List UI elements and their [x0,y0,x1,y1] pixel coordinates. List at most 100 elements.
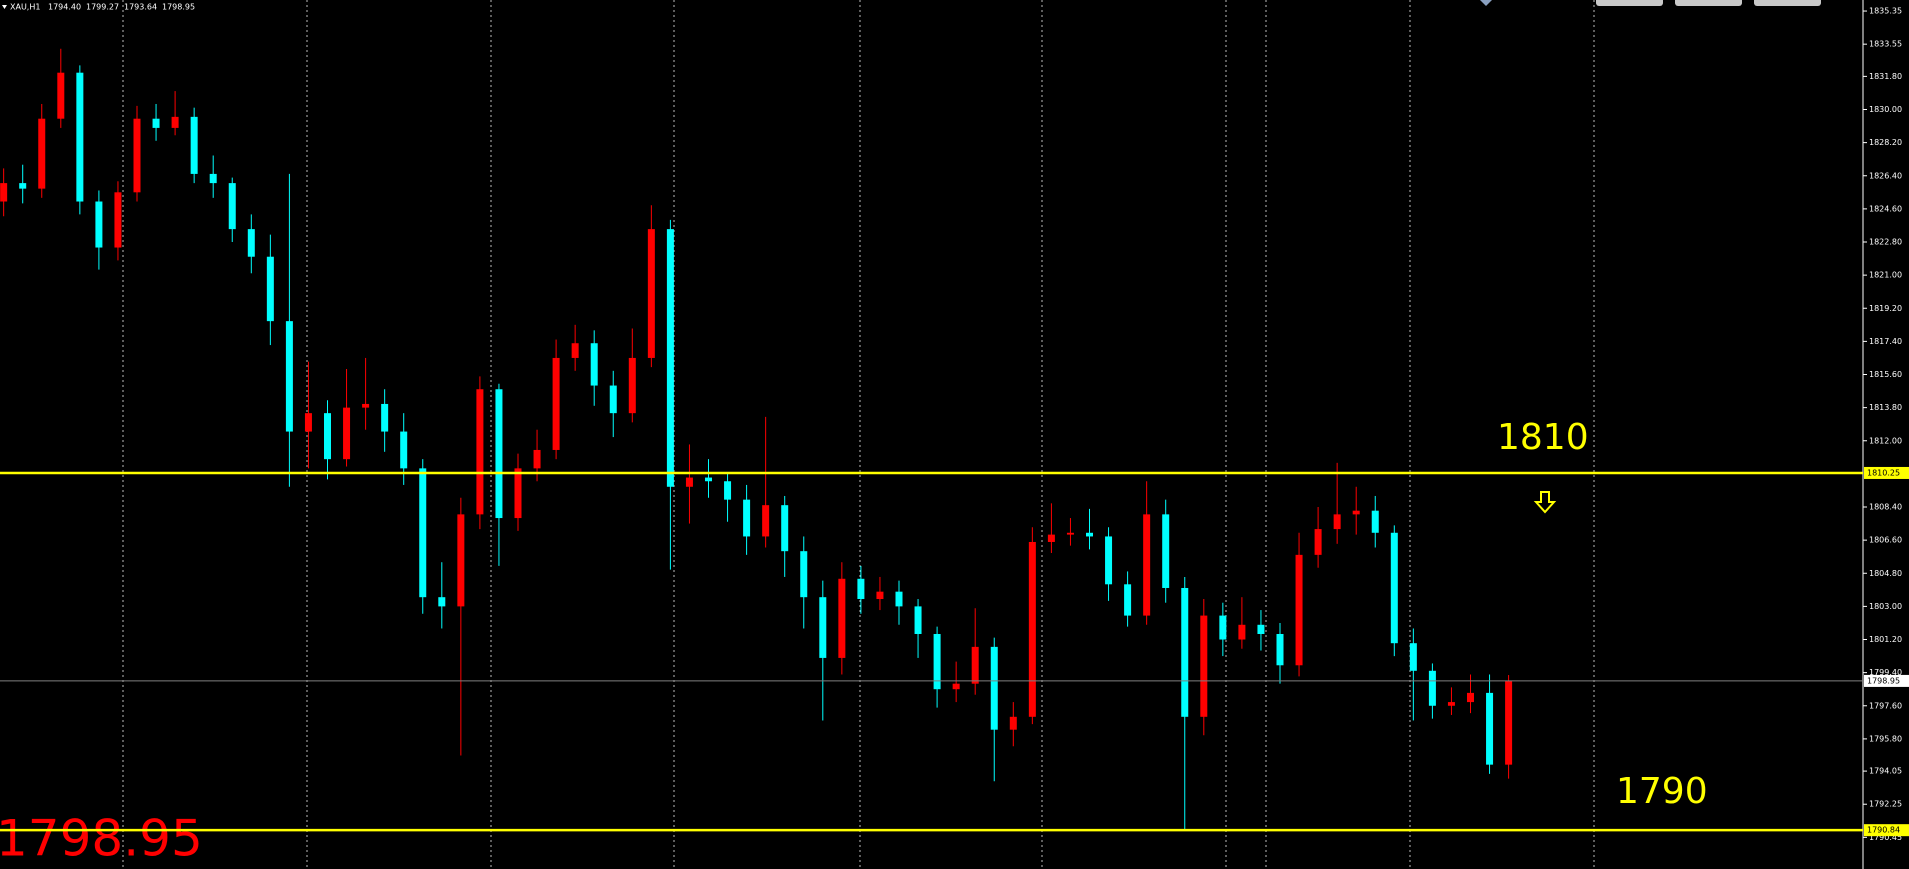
candle-body [1105,536,1113,585]
candle-body [247,229,255,257]
candle-body [971,646,979,684]
y-tick-label: 1804.80 [1869,569,1902,578]
price-box [1864,824,1909,837]
header-icon [2,5,7,9]
y-tick-label: 1801.20 [1869,635,1902,644]
candle-body [990,646,998,730]
candle-body [819,597,827,658]
candle-body [1409,643,1417,671]
annotation-price: 1798.95 [0,810,203,868]
toolbar-button[interactable] [1754,0,1821,6]
chart-header: XAU,H1 1794.40 1799.27 1793.64 1798.95 [2,3,195,12]
price-box-label: 1798.95 [1867,676,1900,685]
candle-body [381,403,389,432]
y-tick-label: 1830.00 [1869,105,1902,114]
candle-body [762,505,770,537]
candle-body [1295,554,1303,666]
y-tick-label: 1803.00 [1869,602,1902,611]
toolbar [1480,0,1821,6]
y-tick-label: 1835.35 [1869,7,1902,16]
y-tick-label: 1815.60 [1869,370,1902,379]
candle-body [724,481,732,500]
candle-body [781,505,789,552]
y-tick-label: 1828.20 [1869,138,1902,147]
down-arrow [1533,491,1557,514]
annotation-upper: 1810 [1497,417,1589,458]
y-tick-label: 1799.40 [1869,668,1902,677]
y-tick-label: 1792.25 [1869,800,1902,809]
y-tick-label: 1833.55 [1869,40,1902,49]
y-tick-label: 1812.00 [1869,436,1902,445]
candle-body [152,118,160,128]
candle-body [95,201,103,248]
y-tick-label: 1819.20 [1869,304,1902,313]
candle-body [1333,514,1341,530]
candle-body [1181,587,1189,717]
candle-body [1066,532,1074,535]
candle-body [838,578,846,658]
candle-body [705,477,712,482]
candle-body [19,183,27,189]
y-tick-label: 1822.80 [1869,238,1902,247]
candle-body [438,597,446,607]
y-tick-label: 1821.00 [1869,271,1902,280]
candle-body [1467,692,1474,703]
candle-body [1428,670,1436,706]
candle-body [533,449,541,469]
candle-body [266,256,274,322]
candle-body [1352,510,1360,515]
candle-body [800,551,808,598]
candle-body [1447,702,1455,706]
candle-body [133,118,141,193]
candle-body [571,343,579,358]
candle-body [304,413,312,432]
candle-body [590,343,598,386]
candle-body [1219,615,1227,640]
candle-body [171,116,179,128]
candle-body [0,183,8,202]
y-tick-label: 1817.40 [1869,337,1902,346]
candle-body [1314,529,1322,555]
toolbar-button[interactable] [1596,0,1663,6]
candle-body [1028,541,1036,717]
marker [1480,0,1492,6]
symbol: XAU,H1 [10,3,40,12]
candle-body [457,514,465,607]
candle-body [1505,680,1513,765]
candle-body [895,591,903,607]
header-high: 1799.27 [86,3,119,12]
y-tick-label: 1826.40 [1869,171,1902,180]
candle-body [857,578,865,600]
candle-body [1143,514,1151,616]
y-tick-label: 1790.45 [1869,833,1902,842]
candle-body [1486,692,1494,765]
price-box [1864,466,1909,479]
candle-body [114,192,122,248]
candle-body [552,357,560,450]
candle-body [209,173,217,184]
candle-body [1390,532,1398,644]
candle-body [914,606,922,634]
toolbar-button[interactable] [1675,0,1742,6]
candle-body [324,413,331,460]
candle-body [1371,510,1379,533]
price-box [1864,674,1909,687]
candle-body [76,72,84,202]
candle-body [419,468,427,598]
y-tick-label: 1794.05 [1869,767,1902,776]
candle-body [495,389,503,519]
annotation-lower: 1790 [1616,771,1708,812]
candle-body [228,183,236,230]
y-tick-label: 1797.60 [1869,701,1902,710]
candle-body [400,431,408,469]
header-close: 1798.95 [162,3,195,12]
candle-body [609,385,617,414]
candle-body [1257,624,1265,634]
candle-body [1047,534,1055,542]
plot-area [0,48,1513,831]
candle-body [647,229,655,358]
candle-body [628,357,636,414]
candle-body [952,683,960,690]
